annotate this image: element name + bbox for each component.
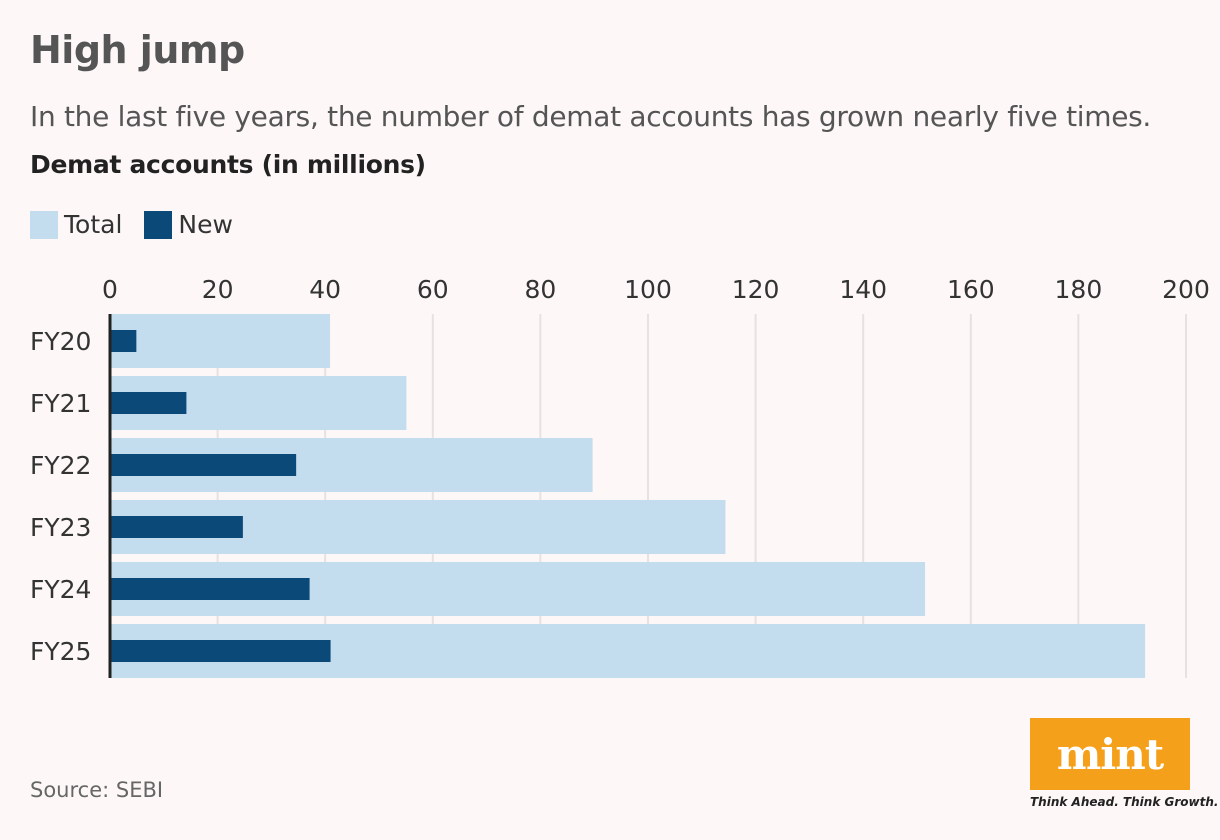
x-tick-label: 120 bbox=[732, 275, 780, 304]
legend-item-new: New bbox=[144, 210, 233, 239]
legend-swatch-new bbox=[144, 210, 173, 239]
x-tick-label: 40 bbox=[309, 275, 341, 304]
bar-new bbox=[110, 578, 310, 600]
bar-new bbox=[110, 640, 331, 662]
x-tick-label: 60 bbox=[417, 275, 449, 304]
y-category-label: FY22 bbox=[30, 451, 91, 480]
mint-logo: mint bbox=[1030, 718, 1190, 790]
chart-subtitle: In the last five years, the number of de… bbox=[30, 100, 1152, 133]
legend-item-total: Total bbox=[30, 210, 122, 239]
legend: Total New bbox=[30, 210, 255, 239]
y-category-label: FY23 bbox=[30, 513, 91, 542]
mint-logo-text: mint bbox=[1056, 729, 1164, 779]
legend-swatch-total bbox=[30, 210, 58, 239]
y-category-label: FY25 bbox=[30, 637, 91, 666]
x-tick-label: 160 bbox=[947, 275, 995, 304]
x-tick-label: 200 bbox=[1162, 275, 1210, 304]
y-category-label: FY24 bbox=[30, 575, 91, 604]
y-category-label: FY20 bbox=[30, 327, 91, 356]
bar-total bbox=[110, 314, 331, 368]
x-tick-label: 180 bbox=[1055, 275, 1103, 304]
x-tick-label: 140 bbox=[839, 275, 887, 304]
source-note: Source: SEBI bbox=[30, 778, 164, 802]
legend-label-total: Total bbox=[64, 210, 123, 239]
bar-chart: 0 20 40 60 80 100 120 140 160 180 200 FY20 FY21 FY22 F… bbox=[30, 275, 1210, 678]
x-tick-label: 100 bbox=[624, 275, 672, 304]
bar-new bbox=[110, 330, 137, 352]
legend-label-new: New bbox=[178, 210, 233, 239]
x-tick-label: 80 bbox=[524, 275, 556, 304]
logo-tagline: Think Ahead. Think Growth. bbox=[1030, 795, 1219, 809]
y-category-label: FY21 bbox=[30, 389, 91, 418]
chart-title: High jump bbox=[30, 28, 245, 72]
chart-unit-label: Demat accounts (in millions) bbox=[30, 150, 426, 179]
x-tick-label: 20 bbox=[202, 275, 234, 304]
bar-new bbox=[110, 454, 297, 476]
bar-new bbox=[110, 392, 187, 414]
x-tick-label: 0 bbox=[102, 275, 118, 304]
bar-new bbox=[110, 516, 243, 538]
